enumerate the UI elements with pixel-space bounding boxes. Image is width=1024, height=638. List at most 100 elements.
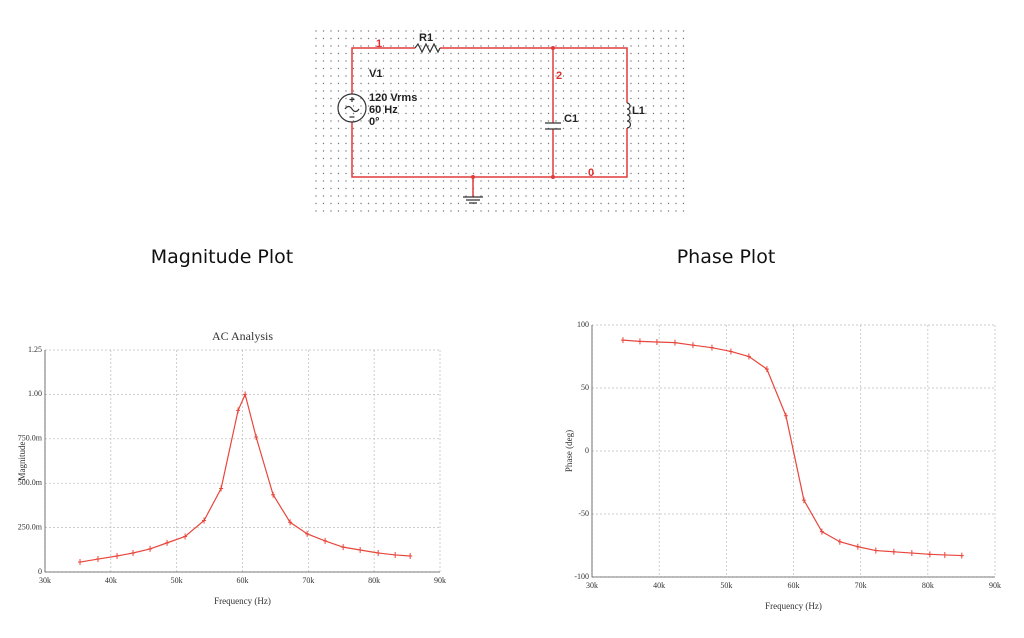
data-marker (672, 339, 677, 346)
data-marker (323, 537, 328, 544)
data-marker (236, 407, 241, 414)
wire (472, 48, 554, 197)
capacitor-label: C1 (564, 113, 578, 125)
data-marker (746, 353, 751, 360)
axis (44, 350, 440, 573)
data-marker (709, 344, 714, 351)
junction (551, 46, 555, 50)
data-marker (148, 545, 153, 552)
y-tick-label: 250.0m (18, 522, 43, 531)
data-marker (959, 552, 964, 559)
junction (551, 175, 555, 179)
y-tick-label: 0 (585, 446, 589, 455)
data-marker (219, 485, 224, 492)
x-axis-label: Frequency (Hz) (214, 596, 271, 606)
resistor (414, 42, 441, 54)
y-tick-label: 100 (577, 320, 589, 329)
y-axis-label: Magnitude (17, 442, 27, 481)
x-tick-label: 40k (105, 576, 117, 585)
data-marker (783, 412, 788, 419)
data-marker (837, 538, 842, 545)
data-marker (288, 519, 293, 526)
y-tick-label: 750.0m (18, 434, 43, 443)
x-tick-label: 80k (368, 576, 380, 585)
heading: Magnitude Plot (151, 246, 294, 268)
data-marker (927, 551, 932, 558)
data-marker (165, 539, 170, 546)
data-marker (393, 551, 398, 558)
data-marker (764, 366, 769, 373)
data-marker (254, 434, 259, 441)
y-axis-label: Phase (deg) (564, 430, 574, 472)
junction (471, 175, 475, 179)
y-tick-label: -100 (574, 572, 589, 581)
capacitor (545, 122, 561, 130)
x-tick-label: 30k (586, 581, 598, 590)
data-marker (408, 553, 413, 560)
data-marker (909, 550, 914, 557)
data-marker (620, 337, 625, 344)
data-marker (728, 348, 733, 355)
data-marker (942, 551, 947, 558)
y-tick-label: 0 (38, 567, 42, 576)
y-tick-label: 1.00 (28, 389, 42, 398)
data-marker (855, 543, 860, 550)
data-marker (183, 533, 188, 540)
data-marker (891, 548, 896, 555)
data-marker (131, 549, 136, 556)
x-tick-label: 60k (237, 576, 249, 585)
data-marker (690, 342, 695, 349)
data-marker (376, 549, 381, 556)
data-marker (358, 546, 363, 553)
data-marker (637, 338, 642, 345)
wire (351, 47, 628, 178)
inductor-label: L1 (632, 105, 645, 117)
x-tick-label: 50k (171, 576, 183, 585)
resistor-label: R1 (419, 32, 433, 44)
x-tick-label: 50k (720, 581, 732, 590)
x-tick-label: 90k (434, 576, 446, 585)
chart-title: AC Analysis (212, 329, 273, 343)
data-marker (271, 491, 276, 498)
node-label: 1 (376, 38, 382, 50)
source-frequency: 60 Hz (369, 104, 398, 116)
y-tick-label: -50 (578, 509, 589, 518)
inductor (626, 102, 632, 129)
source-phase: 0° (369, 116, 380, 128)
x-tick-label: 90k (989, 581, 1001, 590)
source-symbol (344, 97, 360, 118)
data-marker (305, 530, 310, 537)
data-marker (341, 544, 346, 551)
data-marker (243, 391, 248, 398)
data-marker (202, 517, 207, 524)
heading: Phase Plot (677, 246, 776, 268)
y-tick-label: 50 (581, 383, 589, 392)
data-marker (78, 559, 83, 566)
node-label: 0 (588, 167, 594, 179)
data-marker (95, 556, 100, 563)
data-marker (654, 339, 659, 346)
data-line (79, 392, 411, 563)
data-marker (873, 547, 878, 554)
source-voltage: 120 Vrms (369, 92, 417, 104)
ground (463, 196, 483, 204)
node-label: 2 (556, 70, 562, 82)
ac-source (337, 93, 367, 123)
circuit: 1 2 0 R1 V1 120 Vrms 60 Hz 0° C1 L1 (315, 30, 690, 215)
x-tick-label: 40k (653, 581, 665, 590)
x-tick-label: 80k (922, 581, 934, 590)
x-axis-label: Frequency (Hz) (765, 601, 822, 611)
x-tick-label: 70k (855, 581, 867, 590)
data-marker (115, 553, 120, 560)
x-tick-label: 30k (39, 576, 51, 585)
y-tick-label: 500.0m (18, 478, 43, 487)
source-name: V1 (369, 68, 382, 80)
y-tick-label: 1.25 (28, 345, 42, 354)
x-tick-label: 70k (302, 576, 314, 585)
axis (591, 325, 995, 578)
x-tick-label: 60k (788, 581, 800, 590)
data-marker (801, 497, 806, 504)
data-marker (819, 528, 824, 535)
